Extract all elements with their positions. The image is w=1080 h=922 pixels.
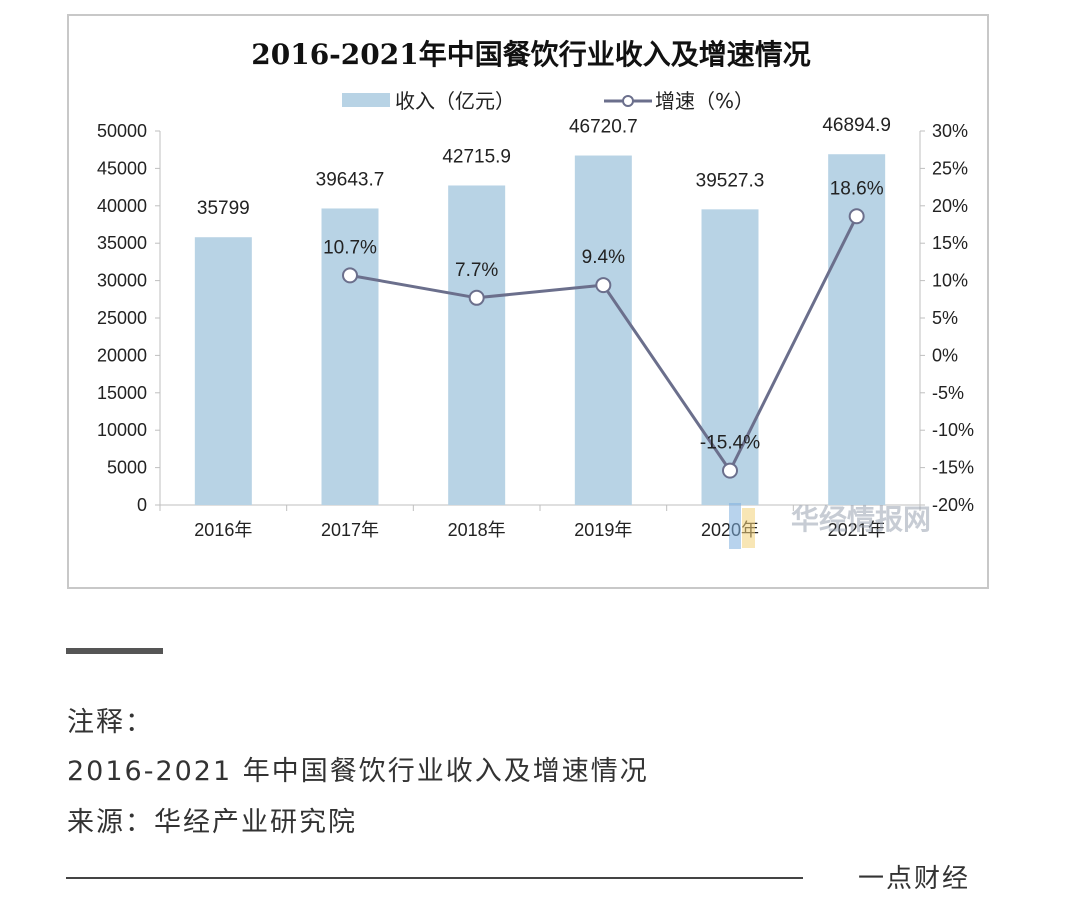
y-right-tick-label: 30% <box>932 121 968 141</box>
x-tick-label: 2018年 <box>448 520 506 540</box>
revenue-bar <box>448 185 506 506</box>
growth-data-label: 10.7% <box>323 237 377 258</box>
y-left-tick-label: 35000 <box>97 233 147 253</box>
y-right-tick-label: 0% <box>932 345 958 365</box>
y-right-tick-label: 20% <box>932 196 968 216</box>
growth-data-label: 9.4% <box>582 247 625 268</box>
x-tick-label: 2021年 <box>828 520 886 540</box>
revenue-bar <box>828 154 886 506</box>
revenue-data-label: 39643.7 <box>316 169 385 190</box>
y-right-tick-label: -20% <box>932 495 974 515</box>
y-left-tick-label: 50000 <box>97 121 147 141</box>
y-left-tick-label: 0 <box>137 495 147 515</box>
x-tick-label: 2016年 <box>194 520 252 540</box>
growth-data-label: -15.4% <box>700 433 760 454</box>
axes: 0 5000 10000 15000 20000 25000 30000 35000 40000… <box>97 121 974 540</box>
revenue-bar <box>194 237 252 505</box>
growth-data-label: 7.7% <box>455 260 498 281</box>
data-labels: 35799 39643.7 42715.9 46720.7 39527.3 46894.9… <box>197 115 891 453</box>
watermark-logo-yellow <box>742 508 755 548</box>
revenue-bar <box>574 155 632 505</box>
watermark-logo-blue <box>729 503 741 549</box>
note-heading: 注释： <box>67 707 154 738</box>
revenue-data-label: 46720.7 <box>569 117 638 138</box>
x-tick-label: 2017年 <box>321 520 379 540</box>
growth-point <box>468 289 485 306</box>
y-right-tick-label: 15% <box>932 233 968 253</box>
bars <box>194 154 886 506</box>
brand-label: 一点财经 <box>858 864 971 894</box>
chart-frame: 2016-2021年中国餐饮行业收入及增速情况 收入（亿元） 增速（%） 0 50… <box>67 14 989 589</box>
revenue-data-label: 35799 <box>197 198 250 219</box>
footer-divider <box>66 877 803 879</box>
legend-swatch-marker <box>622 95 634 107</box>
growth-line-layer <box>342 208 865 479</box>
growth-point <box>722 462 738 479</box>
revenue-data-label: 39527.3 <box>696 170 765 191</box>
revenue-data-label: 42715.9 <box>442 146 511 167</box>
y-right-tick-label: 5% <box>932 308 958 328</box>
y-left-tick-label: 25000 <box>97 308 147 328</box>
y-left-tick-label: 30000 <box>97 271 147 291</box>
growth-point <box>595 277 612 294</box>
note-source: 来源：华经产业研究院 <box>67 807 357 838</box>
y-right-tick-label: 10% <box>932 271 968 291</box>
x-tick-label: 2019年 <box>574 520 632 540</box>
y-left-tick-label: 5000 <box>107 458 147 478</box>
y-left-tick-label: 20000 <box>97 345 147 365</box>
growth-data-label: 18.6% <box>830 178 884 199</box>
legend-swatch-bar <box>342 93 390 107</box>
growth-point <box>342 267 358 284</box>
note-caption: 2016-2021 年中国餐饮行业收入及增速情况 <box>67 756 649 787</box>
y-right-tick-label: -15% <box>932 458 974 478</box>
revenue-bar <box>701 209 759 505</box>
y-left-tick-label: 15000 <box>97 383 147 403</box>
y-left-tick-label: 40000 <box>97 196 147 216</box>
growth-point <box>848 208 865 225</box>
watermark-text: 华经情报网 <box>791 503 931 536</box>
revenue-bar <box>321 208 379 505</box>
legend: 收入（亿元） 增速（%） <box>342 89 754 113</box>
y-right-tick-label: -10% <box>932 420 974 440</box>
y-right-tick-label: 25% <box>932 158 968 178</box>
y-left-tick-label: 45000 <box>97 158 147 178</box>
y-right-tick-label: -5% <box>932 383 964 403</box>
section-divider <box>66 648 163 654</box>
watermark: 华经情报网 <box>729 503 931 549</box>
legend-label-revenue: 收入（亿元） <box>395 89 515 113</box>
chart-title: 2016-2021年中国餐饮行业收入及增速情况 <box>251 38 810 71</box>
revenue-data-label: 46894.9 <box>822 115 891 136</box>
y-left-tick-label: 10000 <box>97 420 147 440</box>
chart: 2016-2021年中国餐饮行业收入及增速情况 收入（亿元） 增速（%） 0 50… <box>97 38 974 549</box>
legend-label-growth: 增速（%） <box>655 89 754 113</box>
